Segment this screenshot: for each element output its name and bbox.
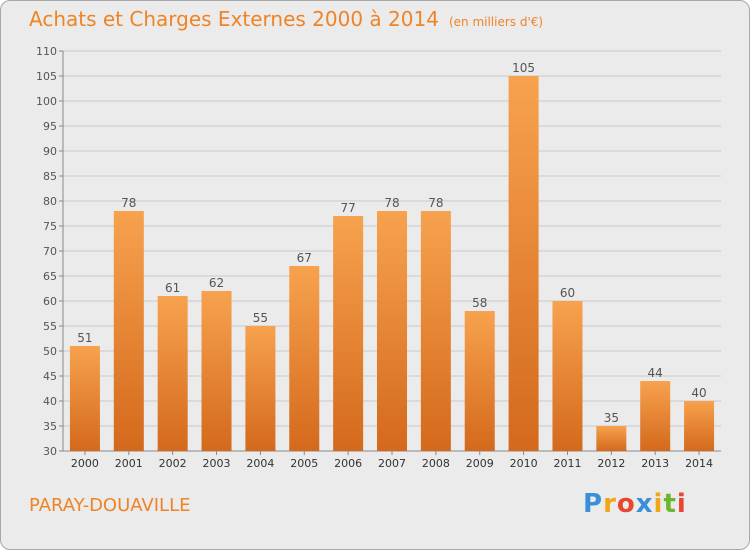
logo-letter: i (676, 489, 687, 519)
bar (464, 311, 495, 451)
bar (377, 211, 407, 451)
y-tick-label: 85 (43, 170, 57, 183)
bar-value-label: 44 (648, 366, 663, 380)
y-tick-label: 45 (43, 370, 57, 383)
x-tick-label: 2007 (378, 457, 406, 470)
y-tick-label: 105 (36, 70, 57, 83)
y-tick-label: 60 (43, 295, 57, 308)
x-tick-label: 2008 (422, 457, 450, 470)
y-tick-label: 90 (43, 145, 57, 158)
y-tick-label: 70 (43, 245, 57, 258)
bar-value-label: 78 (121, 196, 136, 210)
logo-letter: i (653, 489, 664, 519)
logo-letter: r (603, 489, 617, 519)
x-tick-label: 2003 (203, 457, 231, 470)
bar (508, 76, 539, 451)
bar (157, 296, 188, 451)
bar (684, 401, 715, 451)
x-tick-label: 2011 (553, 457, 581, 470)
bar (420, 211, 451, 451)
bar-value-label: 78 (384, 196, 399, 210)
commune-name: PARAY-DOUAVILLE (29, 495, 191, 516)
bar-value-label: 51 (77, 331, 92, 345)
bars (69, 76, 715, 451)
x-tick-label: 2001 (115, 457, 143, 470)
bar (289, 266, 320, 451)
logo-letter: P (583, 489, 604, 519)
chart-title: Achats et Charges Externes 2000 à 2014 (e… (29, 7, 543, 31)
bar-value-label: 105 (512, 61, 535, 75)
x-tick-label: 2002 (159, 457, 187, 470)
x-tick-label: 2012 (597, 457, 625, 470)
y-tick-label: 65 (43, 270, 57, 283)
y-tick-label: 40 (43, 395, 57, 408)
bar-value-label: 40 (691, 386, 706, 400)
bar-value-label: 55 (253, 311, 268, 325)
x-tick-label: 2009 (466, 457, 494, 470)
bar (201, 291, 232, 451)
logo-letter: x (635, 489, 654, 519)
x-tick-label: 2004 (246, 457, 274, 470)
bar-value-label: 60 (560, 286, 575, 300)
bar-value-label: 58 (472, 296, 487, 310)
y-tick-label: 30 (43, 445, 57, 458)
bar (552, 301, 583, 451)
bar-value-label: 78 (428, 196, 443, 210)
bar (245, 326, 276, 451)
x-tick-label: 2014 (685, 457, 713, 470)
bar (69, 346, 100, 451)
x-axis-ticks: 2000 2001 2002 2003 2004 2005 2006 2007 2008 2009… (71, 451, 713, 470)
y-tick-label: 50 (43, 345, 57, 358)
logo-letter: t (663, 489, 677, 519)
y-tick-label: 75 (43, 220, 57, 233)
bar-value-label: 67 (297, 251, 312, 265)
bar-value-label: 35 (604, 411, 619, 425)
bar-value-label: 61 (165, 281, 180, 295)
bar-value-label: 77 (340, 201, 355, 215)
bar-value-label: 62 (209, 276, 224, 290)
bar (333, 216, 364, 451)
chart-unit-text: (en milliers d'€) (448, 15, 544, 29)
logo-letter: o (616, 489, 636, 519)
chart-title-text: Achats et Charges Externes 2000 à 2014 (29, 7, 439, 31)
x-tick-label: 2006 (334, 457, 362, 470)
y-tick-label: 55 (43, 320, 57, 333)
y-tick-label: 100 (36, 95, 57, 108)
y-tick-label: 80 (43, 195, 57, 208)
x-tick-label: 2005 (290, 457, 318, 470)
proxiti-logo: Proxiti (583, 489, 687, 519)
y-tick-label: 95 (43, 120, 57, 133)
bar (640, 381, 671, 451)
x-tick-label: 2000 (71, 457, 99, 470)
x-tick-label: 2010 (510, 457, 538, 470)
x-tick-label: 2013 (641, 457, 669, 470)
bar (596, 426, 627, 451)
y-tick-label: 35 (43, 420, 57, 433)
y-tick-label: 110 (36, 45, 57, 58)
bar (113, 211, 144, 451)
data-labels: 51 78 61 62 55 67 77 78 78 58 105 60 35 44 40 (77, 61, 706, 425)
